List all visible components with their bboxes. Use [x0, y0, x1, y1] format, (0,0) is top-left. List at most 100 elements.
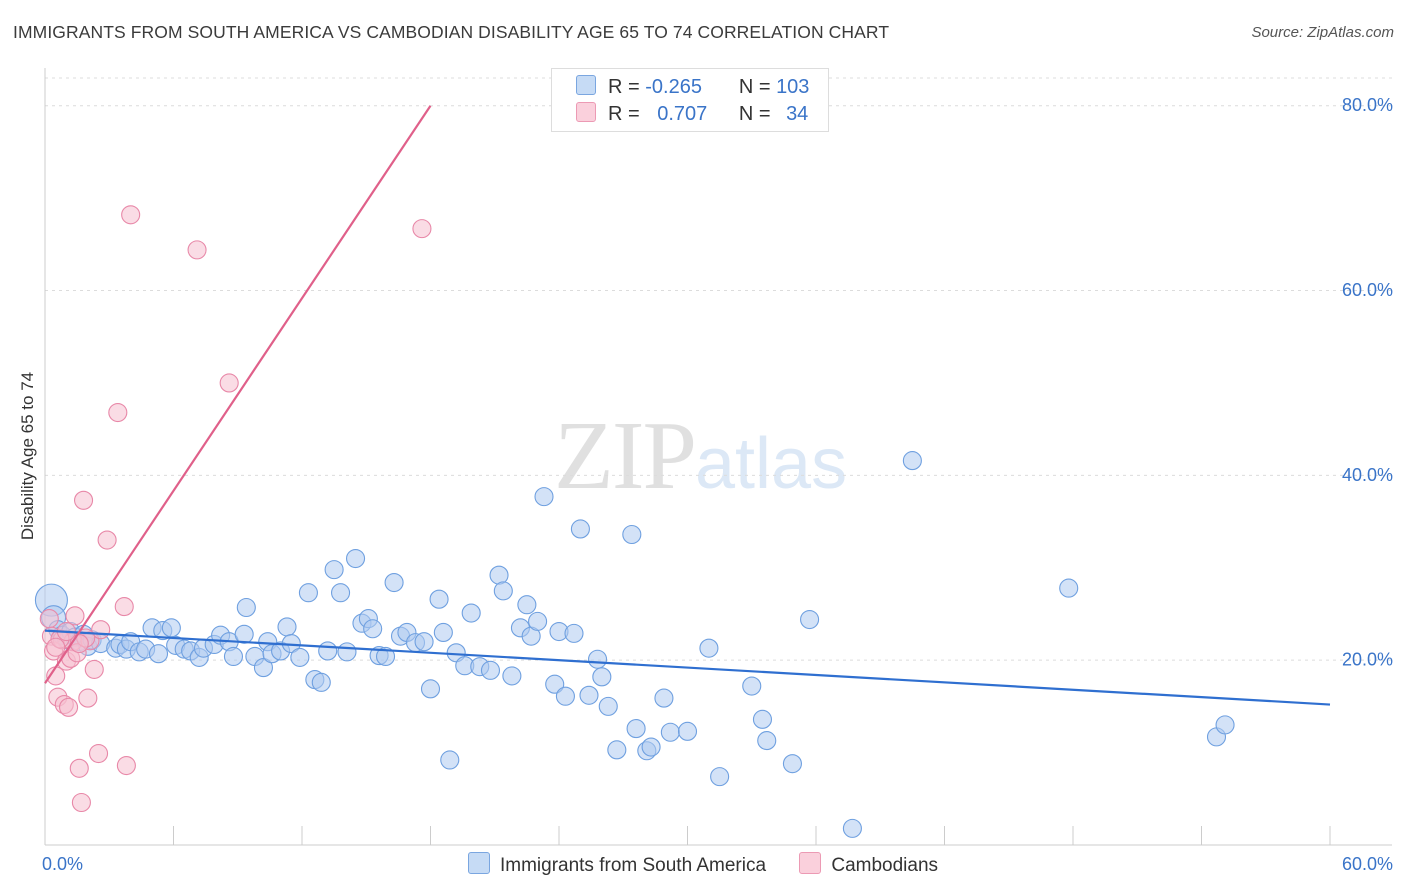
- legend-row-cambodians: R = 0.707 N = 34: [576, 102, 808, 126]
- point-cambodians: [97, 530, 117, 550]
- point-south-america: [440, 750, 460, 770]
- series-label-cambodians: Cambodians: [831, 855, 939, 876]
- point-south-america: [324, 560, 344, 580]
- point-cambodians: [78, 688, 98, 708]
- point-cambodians: [121, 205, 141, 225]
- x-tick-label: 60.0%: [1342, 854, 1393, 874]
- point-south-america: [489, 565, 509, 585]
- point-cambodians: [59, 697, 79, 717]
- point-south-america: [902, 451, 922, 471]
- point-south-america: [461, 603, 481, 623]
- point-south-america: [1215, 715, 1235, 735]
- point-south-america: [148, 644, 169, 664]
- trendline-cambodians: [44, 105, 432, 684]
- point-south-america: [534, 487, 554, 507]
- point-south-america: [528, 611, 548, 631]
- point-cambodians: [84, 659, 104, 679]
- point-south-america: [598, 696, 618, 716]
- point-south-america: [253, 658, 274, 678]
- legend-r-label: R =: [608, 103, 640, 125]
- grid-layer: [45, 77, 1392, 661]
- point-south-america: [1059, 578, 1079, 598]
- point-south-america: [699, 638, 719, 658]
- series-legend: Immigrants from South America Cambodians: [0, 852, 1406, 877]
- point-cambodians: [412, 219, 432, 239]
- point-south-america: [752, 709, 773, 729]
- point-south-america: [622, 524, 642, 545]
- point-cambodians: [88, 743, 109, 764]
- chart-title: IMMIGRANTS FROM SOUTH AMERICA VS CAMBODI…: [13, 22, 890, 42]
- point-cambodians: [69, 758, 89, 778]
- series-legend-south-america: Immigrants from South America: [467, 852, 767, 877]
- legend-swatch-south-america: [576, 75, 596, 95]
- point-south-america: [654, 688, 674, 708]
- legend-r-value: 0.707: [657, 103, 708, 125]
- point-south-america: [234, 624, 254, 644]
- point-south-america: [592, 667, 612, 687]
- point-cambodians: [71, 792, 91, 813]
- series-label-south-america: Immigrants from South America: [499, 855, 767, 876]
- point-south-america: [641, 737, 661, 757]
- legend-n-value: 103: [776, 76, 810, 98]
- x-tick-label: 0.0%: [42, 854, 83, 874]
- point-cambodians: [65, 606, 85, 626]
- point-south-america: [660, 722, 680, 742]
- point-south-america: [345, 548, 366, 569]
- point-south-america: [782, 754, 802, 774]
- point-south-america: [480, 660, 501, 680]
- point-south-america: [298, 583, 318, 603]
- point-south-america: [502, 666, 522, 686]
- point-south-america: [420, 679, 441, 699]
- point-south-america: [318, 641, 338, 661]
- source-label: Source: ZipAtlas.com: [1251, 24, 1394, 41]
- legend-row-south-america: R = -0.265 N = 103: [576, 75, 809, 99]
- watermark: ZIPatlas: [554, 398, 847, 512]
- point-south-america: [742, 676, 762, 696]
- point-south-america: [517, 595, 537, 615]
- point-south-america: [587, 649, 608, 669]
- point-south-america: [710, 767, 730, 787]
- legend-n-value: 34: [786, 103, 809, 125]
- point-south-america: [842, 818, 862, 838]
- point-cambodians: [46, 637, 66, 657]
- y-tick-label: 60.0%: [1342, 280, 1393, 300]
- point-south-america: [564, 623, 584, 643]
- points-layer: [34, 205, 1235, 838]
- point-cambodians: [219, 373, 239, 393]
- point-south-america: [800, 609, 820, 630]
- correlation-legend: R = -0.265 N = 103 R = 0.707 N = 34: [551, 68, 829, 132]
- point-cambodians: [116, 755, 136, 776]
- point-south-america: [363, 619, 383, 639]
- point-south-america: [330, 583, 351, 603]
- legend-n-label: N =: [738, 76, 771, 98]
- point-south-america: [493, 581, 513, 601]
- point-south-america: [757, 731, 777, 751]
- point-south-america: [161, 618, 181, 638]
- point-south-america: [375, 646, 396, 667]
- legend-r-label: R =: [608, 76, 640, 98]
- point-south-america: [384, 573, 404, 593]
- point-south-america: [236, 597, 256, 618]
- legend-r-value: -0.265: [645, 76, 702, 98]
- point-cambodians: [187, 240, 207, 260]
- point-south-america: [545, 674, 565, 694]
- point-south-america: [311, 672, 331, 692]
- point-south-america: [626, 719, 646, 739]
- point-south-america: [429, 589, 449, 609]
- trendline-south-america: [44, 629, 1331, 706]
- point-cambodians: [39, 609, 59, 629]
- point-south-america: [337, 642, 357, 662]
- point-south-america: [579, 685, 599, 705]
- point-cambodians: [114, 597, 134, 617]
- point-south-america: [433, 622, 453, 643]
- label-layer: 20.0% 40.0% 60.0% 80.0% 0.0% 60.0%: [42, 95, 1393, 874]
- point-south-america: [555, 686, 575, 706]
- watermark-atlas: atlas: [695, 424, 848, 504]
- y-tick-label: 80.0%: [1342, 95, 1393, 115]
- series-legend-cambodians: Cambodians: [799, 852, 938, 877]
- point-south-america: [290, 647, 310, 667]
- point-cambodians: [74, 490, 94, 510]
- legend-swatch-cambodians: [576, 102, 596, 122]
- legend-n-label: N =: [738, 103, 771, 125]
